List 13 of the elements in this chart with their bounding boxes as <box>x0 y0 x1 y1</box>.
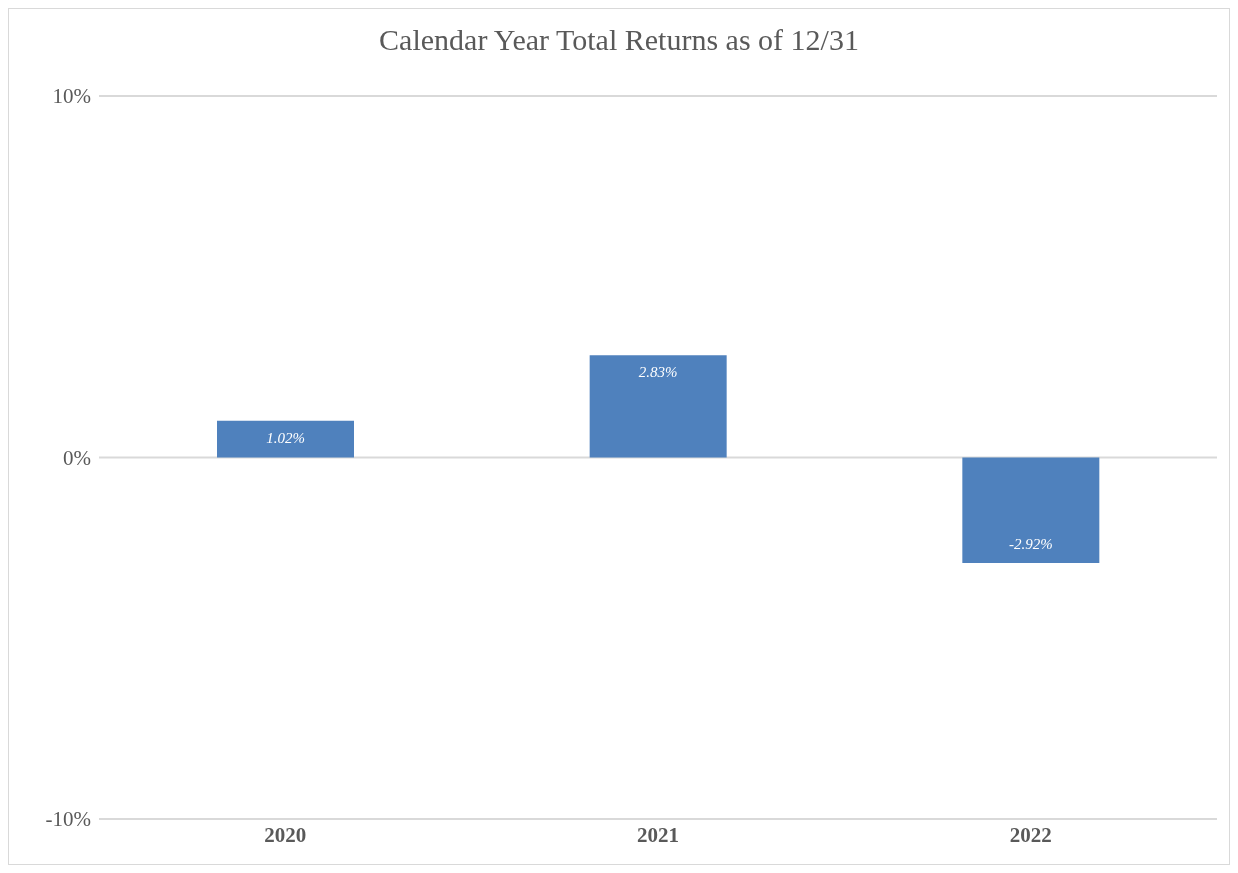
data-label: -2.92% <box>1008 536 1053 553</box>
x-tick-label: 2021 <box>637 822 679 847</box>
bar <box>589 355 727 458</box>
y-tick-label: -10% <box>45 807 91 832</box>
bar <box>217 420 354 458</box>
bar <box>962 457 1100 564</box>
data-label: 2.83% <box>638 364 678 381</box>
y-tick-label: 10% <box>52 84 91 109</box>
x-tick-label: 2022 <box>1009 822 1052 847</box>
y-tick-label: 0% <box>63 445 91 470</box>
data-label: 1.02% <box>266 429 305 446</box>
x-tick-label: 2020 <box>264 822 307 847</box>
chart-title: Calendar Year Total Returns as of 12/31 <box>378 23 860 57</box>
